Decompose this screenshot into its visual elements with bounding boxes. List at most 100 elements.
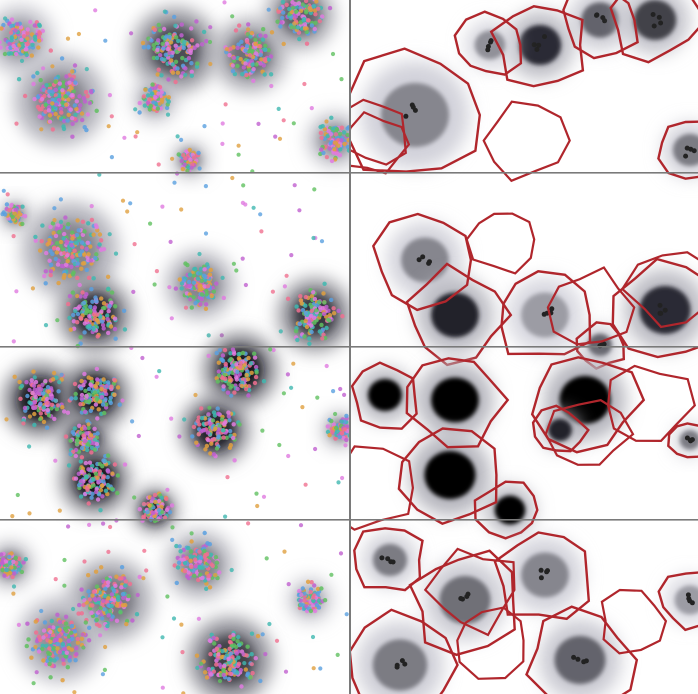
transcript-spot xyxy=(261,63,266,68)
transcript-spot xyxy=(330,429,335,435)
transcript-spot xyxy=(94,252,99,257)
transcript-spot xyxy=(101,474,107,479)
nuclear-speckle xyxy=(388,559,394,565)
transcript-spot xyxy=(217,348,222,353)
transcript-spot xyxy=(99,395,105,400)
transcript-spot xyxy=(101,521,106,526)
transcript-spot xyxy=(84,267,90,273)
transcript-spot xyxy=(342,141,347,147)
transcript-spot xyxy=(199,292,205,297)
transcript-spot xyxy=(94,366,100,372)
transcript-spot xyxy=(280,0,286,5)
transcript-spot xyxy=(210,563,215,569)
transcript-spot xyxy=(41,419,47,425)
transcript-spot xyxy=(27,387,32,393)
transcript-spot xyxy=(122,135,127,140)
transcript-spot xyxy=(13,28,18,33)
transcript-spot xyxy=(221,295,226,301)
transcript-spot xyxy=(262,47,267,52)
transcript-spot xyxy=(199,429,204,434)
transcript-spot xyxy=(298,8,304,13)
transcript-spot xyxy=(141,576,146,581)
transcript-spot xyxy=(188,157,193,162)
transcript-spot xyxy=(61,409,67,414)
transcript-spot xyxy=(302,334,307,339)
transcript-spot xyxy=(254,370,259,375)
cell-boundary xyxy=(456,606,525,680)
transcript-spot xyxy=(10,514,15,519)
transcript-spot xyxy=(12,211,17,216)
transcript-spot xyxy=(189,26,194,31)
transcript-spot xyxy=(67,248,72,253)
transcript-spot xyxy=(228,356,234,362)
transcript-spot xyxy=(191,273,197,278)
transcript-spot xyxy=(73,396,78,401)
transcript-spot xyxy=(40,28,45,34)
transcript-spot xyxy=(236,634,241,640)
transcript-spot xyxy=(206,667,211,672)
transcript-spot xyxy=(108,524,113,530)
transcript-spot xyxy=(318,130,324,136)
transcript-spot xyxy=(249,662,254,667)
transcript-spot xyxy=(150,91,155,96)
transcript-spot xyxy=(311,235,316,241)
transcript-spot xyxy=(173,59,179,64)
transcript-spot xyxy=(108,324,114,329)
transcript-spot xyxy=(135,592,140,598)
transcript-spot xyxy=(105,475,110,480)
transcript-spot xyxy=(99,309,104,314)
transcript-spot xyxy=(293,1,298,7)
transcript-spot xyxy=(124,621,129,627)
transcript-spot xyxy=(271,347,276,353)
transcript-spot xyxy=(57,619,62,625)
transcript-spot xyxy=(90,299,95,304)
transcript-spot xyxy=(75,275,80,281)
transcript-spot xyxy=(121,308,127,313)
transcript-spot xyxy=(31,681,36,686)
transcript-spot xyxy=(77,602,82,608)
cell-boundary xyxy=(465,212,536,275)
transcript-spot xyxy=(312,26,317,32)
transcript-spot xyxy=(198,266,204,272)
transcript-spot xyxy=(80,219,86,224)
transcript-spot xyxy=(189,564,194,570)
transcript-spot xyxy=(307,5,313,11)
transcript-spot xyxy=(269,83,274,89)
segmentation-column xyxy=(351,0,698,694)
transcript-spot xyxy=(114,618,120,623)
transcript-spot xyxy=(322,127,328,132)
transcript-spot xyxy=(275,19,280,24)
transcript-spot xyxy=(34,670,39,675)
transcript-spot xyxy=(307,341,312,346)
transcript-spot xyxy=(94,317,100,323)
transcript-spot xyxy=(284,273,289,278)
nuclear-speckle xyxy=(485,47,491,53)
transcript-spot xyxy=(105,491,110,497)
transcript-spot xyxy=(148,103,153,109)
transcript-spot xyxy=(333,436,338,441)
transcript-spot xyxy=(48,273,53,278)
transcript-spot xyxy=(39,387,44,392)
nucleus xyxy=(633,0,677,40)
transcript-spot xyxy=(245,377,251,382)
transcript-spot xyxy=(238,364,243,369)
transcript-spot xyxy=(13,555,18,561)
transcript-spot xyxy=(61,661,66,666)
transcript-spot xyxy=(302,26,308,31)
transcript-spot xyxy=(84,447,90,453)
transcript-spot xyxy=(52,206,57,211)
transcript-spot xyxy=(75,293,80,299)
transcript-spot xyxy=(318,666,323,671)
transcript-spot xyxy=(231,55,237,60)
transcript-spot xyxy=(245,31,250,37)
transcript-spot xyxy=(27,400,32,405)
transcript-spot xyxy=(235,369,240,374)
transcript-spot xyxy=(117,402,122,407)
transcript-spot xyxy=(221,384,226,389)
transcript-spot xyxy=(202,530,207,536)
transcript-spot xyxy=(231,435,236,441)
transcript-spot xyxy=(153,499,158,505)
transcript-spot xyxy=(49,402,55,407)
transcript-spot xyxy=(237,422,242,427)
transcript-spot xyxy=(226,656,231,662)
